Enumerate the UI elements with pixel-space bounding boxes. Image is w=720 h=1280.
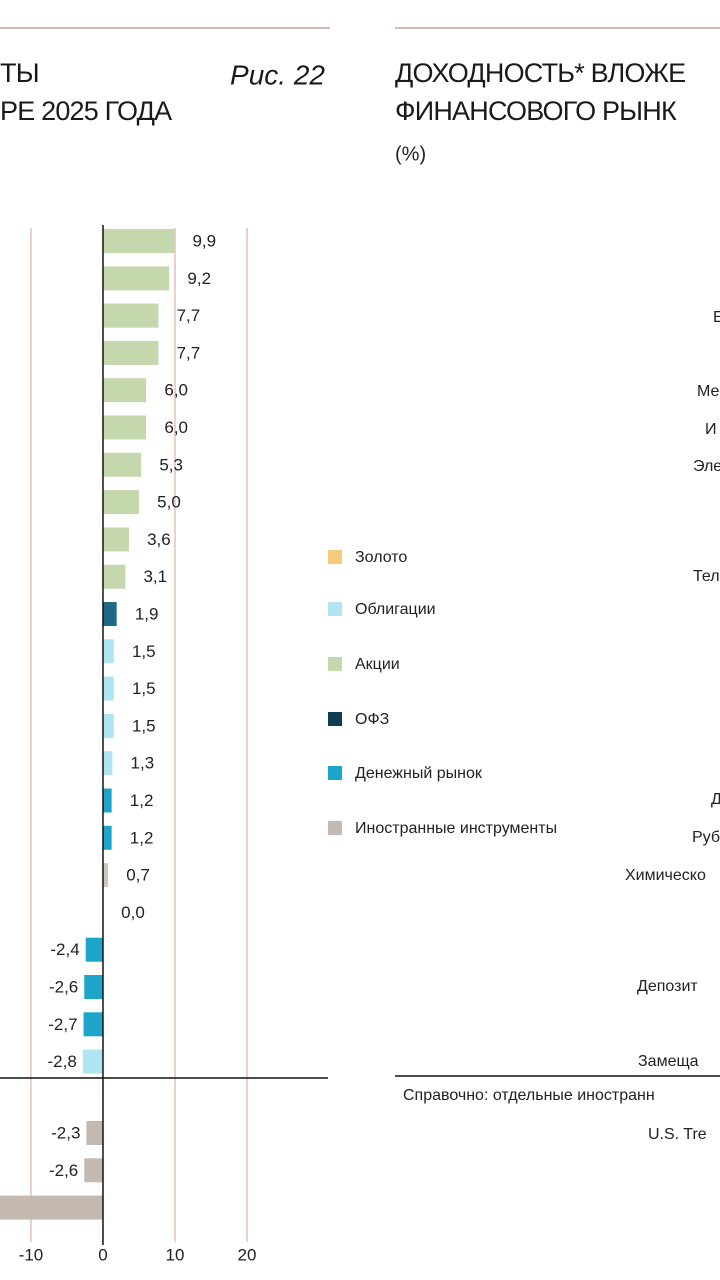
value-label: 9,2 (187, 269, 211, 288)
bar (102, 751, 113, 776)
bar (102, 639, 114, 664)
bar (102, 602, 117, 626)
bar (102, 229, 175, 253)
x-tick-label: 20 (238, 1245, 257, 1264)
bar (85, 937, 103, 962)
value-label: 1,5 (132, 679, 156, 698)
value-label: 7,7 (177, 306, 201, 325)
legend-label: Акции (355, 656, 400, 673)
legend-label: ОФЗ (355, 711, 389, 728)
bar (102, 303, 159, 328)
legend-swatch (328, 550, 342, 564)
bar (102, 340, 159, 365)
bar (102, 676, 114, 701)
x-tick-label: 10 (166, 1245, 185, 1264)
value-label: 9,9 (192, 231, 216, 250)
legend-label: Денежный рынок (355, 765, 483, 782)
value-label: 5,0 (157, 493, 181, 512)
legend-label: Золото (355, 549, 407, 566)
value-label: -2,8 (48, 1052, 77, 1071)
value-label: 1,2 (130, 828, 154, 847)
legend-swatch (328, 657, 342, 671)
chart-title: РЕ 2025 ГОДА (0, 96, 172, 126)
bar (102, 863, 109, 888)
value-label: 5,3 (159, 455, 183, 474)
bar (102, 452, 142, 477)
category-label: Тел (693, 568, 720, 585)
category-label: Е (713, 309, 720, 326)
value-label: 0,0 (121, 903, 145, 922)
value-label: 1,5 (132, 642, 156, 661)
value-label: -2,4 (50, 940, 79, 959)
value-label: 3,6 (147, 530, 171, 549)
category-label: Руб (692, 829, 720, 846)
bar (102, 490, 139, 515)
category-label: Депозит (637, 978, 698, 995)
category-label: И (705, 421, 717, 438)
category-label: Ме (697, 383, 720, 400)
value-label: -2,6 (49, 977, 78, 996)
value-label: 7,7 (177, 343, 201, 362)
legend-label: Иностранные инструменты (355, 820, 557, 837)
panel-title: ФИНАНСОВОГО РЫНК (395, 96, 677, 126)
unit-label: (%) (395, 143, 426, 165)
legend-swatch (328, 766, 342, 780)
figure-label: Рис. 22 (230, 59, 325, 90)
value-label: -2,7 (48, 1015, 77, 1034)
category-label: Эле (693, 458, 720, 475)
bar (83, 1012, 103, 1037)
category-label: Замеща (638, 1053, 699, 1070)
value-label: 3,1 (143, 567, 167, 586)
bar (102, 788, 112, 813)
value-label: 1,5 (132, 716, 156, 735)
legend-swatch (328, 602, 342, 616)
bar (86, 1121, 103, 1145)
bar (102, 266, 170, 291)
bar (102, 564, 126, 589)
value-label: 1,3 (131, 754, 155, 773)
bar (102, 825, 112, 850)
value-label: -2,6 (49, 1161, 78, 1180)
bar (0, 1195, 103, 1220)
bar (102, 415, 147, 440)
category-label: Химическо (625, 867, 706, 884)
bar (82, 1049, 103, 1074)
category-label: U.S. Tre (648, 1126, 707, 1143)
panel-title: ДОХОДНОСТЬ* ВЛОЖЕ (395, 58, 685, 88)
category-label: Д (711, 791, 720, 808)
legend-swatch (328, 821, 342, 835)
bar (102, 527, 129, 552)
bar (102, 378, 147, 403)
bar (102, 713, 114, 738)
chart-title: ТЫ (0, 58, 39, 88)
bar (84, 975, 103, 999)
reference-note: Справочно: отдельные иностранн (403, 1087, 655, 1104)
value-label: 1,2 (130, 791, 154, 810)
legend-swatch (328, 712, 342, 726)
x-tick-label: -10 (19, 1245, 44, 1264)
x-tick-label: 0 (98, 1245, 107, 1264)
value-label: 1,9 (135, 604, 159, 623)
bar (84, 1158, 103, 1183)
legend-label: Облигации (355, 601, 436, 618)
value-label: 6,0 (164, 418, 188, 437)
value-label: 0,7 (126, 866, 150, 885)
value-label: 6,0 (164, 381, 188, 400)
value-label: -2,3 (51, 1123, 80, 1142)
